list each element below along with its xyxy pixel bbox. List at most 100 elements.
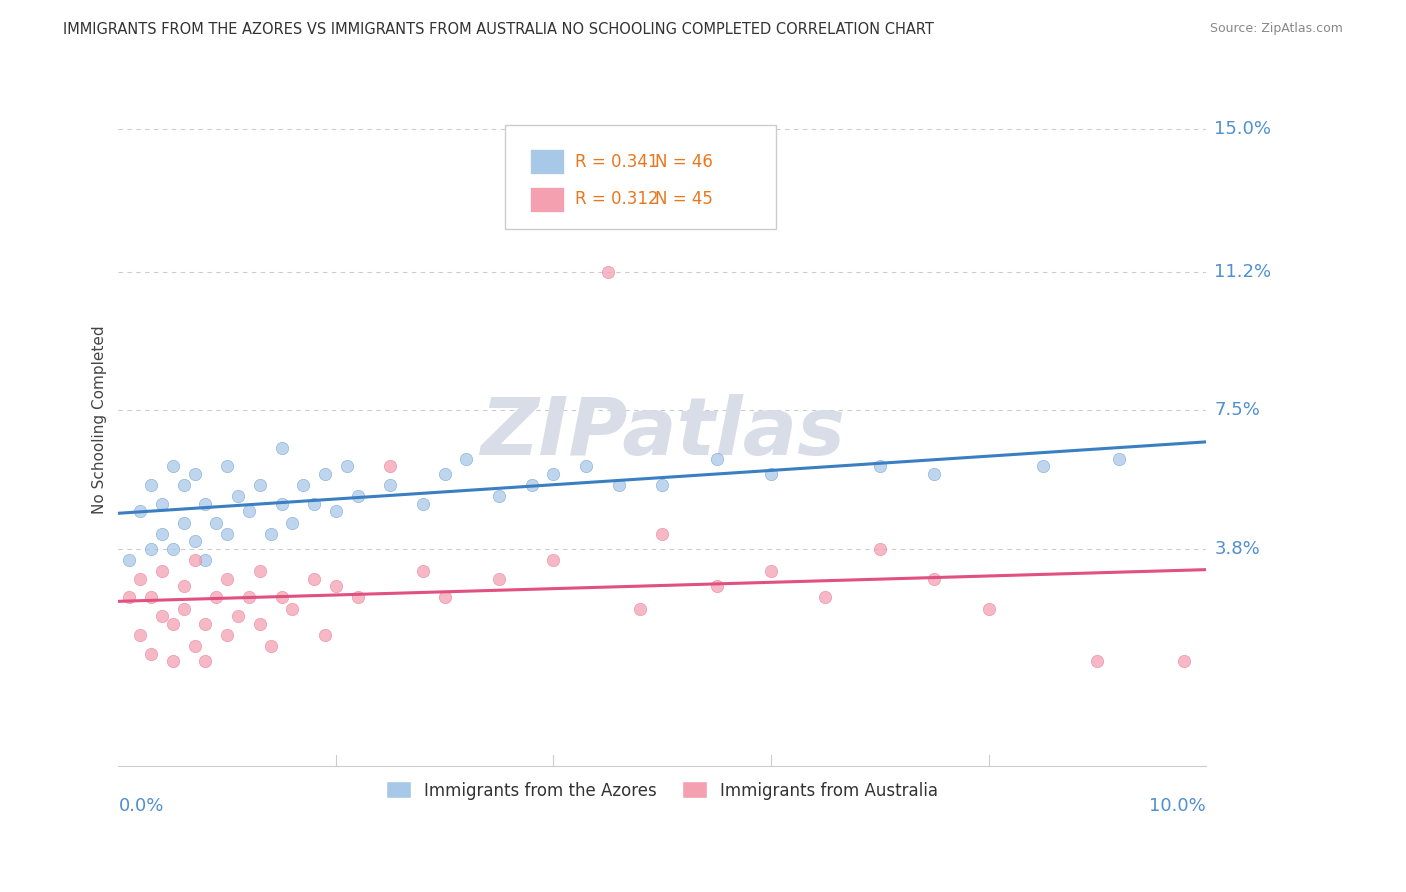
Point xyxy=(205,516,228,530)
Point xyxy=(814,591,837,605)
Point xyxy=(162,616,184,631)
Point xyxy=(129,628,152,642)
Point xyxy=(194,654,217,668)
Point xyxy=(380,478,402,492)
Point xyxy=(150,497,173,511)
Point xyxy=(346,591,368,605)
Point xyxy=(270,441,292,455)
Point xyxy=(380,459,402,474)
Point xyxy=(706,579,728,593)
Point xyxy=(651,526,673,541)
Point xyxy=(433,467,456,481)
Point xyxy=(488,572,510,586)
Point xyxy=(1108,451,1130,466)
Point xyxy=(651,478,673,492)
Text: Source: ZipAtlas.com: Source: ZipAtlas.com xyxy=(1209,22,1343,36)
Point xyxy=(217,628,239,642)
Point xyxy=(575,459,598,474)
Point xyxy=(922,467,945,481)
Point xyxy=(173,478,195,492)
Legend: Immigrants from the Azores, Immigrants from Australia: Immigrants from the Azores, Immigrants f… xyxy=(380,774,945,806)
Text: R = 0.312: R = 0.312 xyxy=(575,190,659,208)
Point xyxy=(922,572,945,586)
Text: 10.0%: 10.0% xyxy=(1149,797,1206,814)
Point xyxy=(869,541,891,556)
Point xyxy=(1032,459,1054,474)
Point xyxy=(596,264,619,278)
Point xyxy=(759,564,782,578)
Point xyxy=(217,526,239,541)
Text: ZIPatlas: ZIPatlas xyxy=(479,394,845,473)
Point xyxy=(706,451,728,466)
Point xyxy=(488,489,510,503)
Point xyxy=(520,478,543,492)
Text: 0.0%: 0.0% xyxy=(118,797,165,814)
Point xyxy=(129,572,152,586)
Point xyxy=(150,526,173,541)
Point xyxy=(217,459,239,474)
Point xyxy=(314,628,336,642)
Point xyxy=(630,601,652,615)
Point xyxy=(1085,654,1108,668)
Point xyxy=(270,497,292,511)
Point xyxy=(183,467,205,481)
Point xyxy=(607,478,630,492)
Point xyxy=(325,579,347,593)
FancyBboxPatch shape xyxy=(505,125,776,229)
Point xyxy=(759,467,782,481)
Point xyxy=(249,478,271,492)
Text: 11.2%: 11.2% xyxy=(1215,262,1271,280)
Point xyxy=(456,451,478,466)
Point xyxy=(281,601,304,615)
Point xyxy=(302,497,325,511)
Point xyxy=(162,541,184,556)
Point xyxy=(238,504,260,518)
Point xyxy=(977,601,1000,615)
Text: 3.8%: 3.8% xyxy=(1215,540,1260,558)
Point xyxy=(412,497,434,511)
Point xyxy=(139,647,162,661)
Point xyxy=(226,609,249,624)
Point xyxy=(183,534,205,549)
Point xyxy=(292,478,315,492)
Point xyxy=(1173,654,1195,668)
Point xyxy=(150,609,173,624)
Point xyxy=(314,467,336,481)
Point xyxy=(226,489,249,503)
Text: IMMIGRANTS FROM THE AZORES VS IMMIGRANTS FROM AUSTRALIA NO SCHOOLING COMPLETED C: IMMIGRANTS FROM THE AZORES VS IMMIGRANTS… xyxy=(63,22,934,37)
Point xyxy=(336,459,359,474)
Y-axis label: No Schooling Completed: No Schooling Completed xyxy=(93,326,107,514)
Point xyxy=(162,654,184,668)
Point xyxy=(118,553,141,567)
Point xyxy=(173,516,195,530)
Point xyxy=(183,639,205,653)
Point xyxy=(139,478,162,492)
Point xyxy=(150,564,173,578)
Point xyxy=(194,497,217,511)
Point xyxy=(162,459,184,474)
Point xyxy=(270,591,292,605)
Point xyxy=(433,591,456,605)
Point xyxy=(249,564,271,578)
Text: R = 0.341: R = 0.341 xyxy=(575,153,659,170)
Point xyxy=(281,516,304,530)
Point xyxy=(183,553,205,567)
FancyBboxPatch shape xyxy=(530,186,564,211)
Point xyxy=(543,467,565,481)
Point xyxy=(129,504,152,518)
Point xyxy=(346,489,368,503)
Point xyxy=(173,579,195,593)
Text: 15.0%: 15.0% xyxy=(1215,120,1271,138)
Point xyxy=(249,616,271,631)
Point xyxy=(238,591,260,605)
Point xyxy=(173,601,195,615)
Point xyxy=(260,639,283,653)
Point xyxy=(118,591,141,605)
Point xyxy=(194,616,217,631)
Point xyxy=(302,572,325,586)
Text: 7.5%: 7.5% xyxy=(1215,401,1260,419)
Point xyxy=(139,591,162,605)
Point xyxy=(217,572,239,586)
Point xyxy=(325,504,347,518)
Point xyxy=(205,591,228,605)
